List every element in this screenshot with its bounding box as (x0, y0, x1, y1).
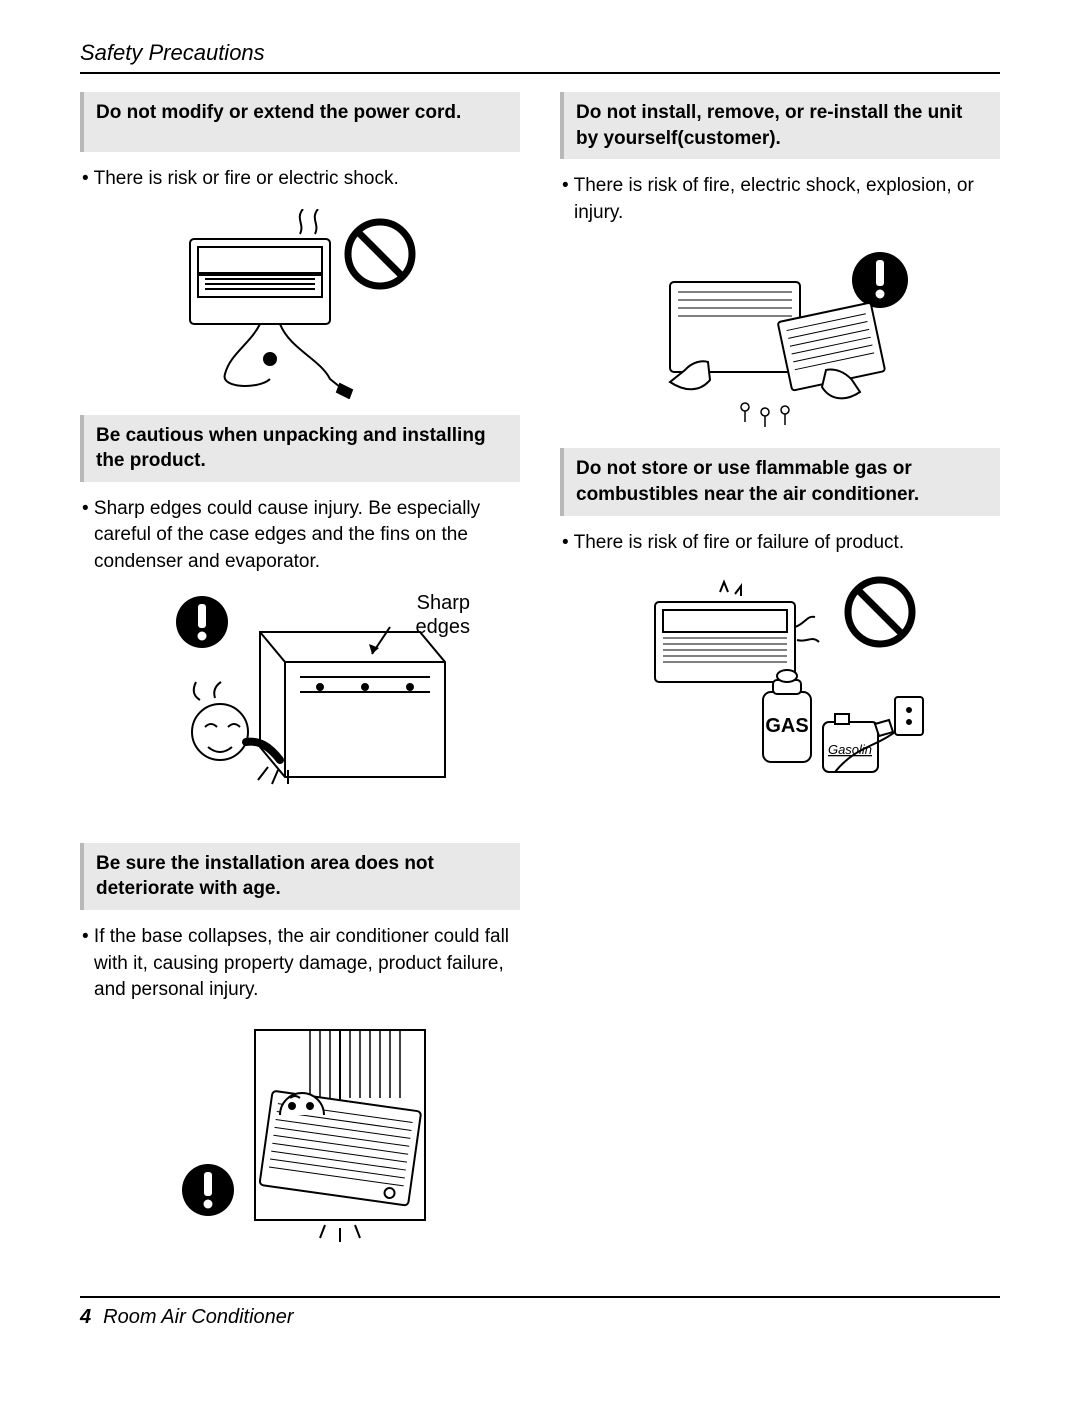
warning-heading: Do not store or use flammable gas or com… (576, 456, 988, 507)
warning-heading: Do not install, remove, or re-install th… (576, 100, 988, 151)
warning-box-power-cord: Do not modify or extend the power cord. (80, 92, 520, 152)
footer-title: Room Air Conditioner (103, 1306, 293, 1329)
prohibit-icon (848, 580, 912, 644)
section-header: Safety Precautions (80, 40, 1000, 74)
bullet-text: • There is risk or fire or electric shoc… (80, 166, 520, 193)
bullet-text: • There is risk of fire, electric shock,… (560, 173, 1000, 226)
label-edges: edges (416, 616, 471, 639)
warning-box-flammable: Do not store or use flammable gas or com… (560, 448, 1000, 515)
bullet-text: • There is risk of fire or failure of pr… (560, 530, 1000, 557)
illustration-sharp-edges: Sharp edges (80, 592, 520, 827)
page-number: 4 (80, 1306, 91, 1329)
left-column: Do not modify or extend the power cord. … (80, 92, 520, 1266)
label-gas: GAS (765, 715, 808, 737)
illustration-base-collapse (80, 1020, 520, 1250)
warning-icon (176, 596, 228, 648)
illustration-self-install (560, 242, 1000, 432)
page-footer: 4 Room Air Conditioner (80, 1296, 1000, 1329)
prohibit-icon (348, 222, 412, 286)
illustration-power-cord (80, 209, 520, 399)
warning-heading: Be cautious when unpacking and installin… (96, 423, 508, 474)
bullet-text: • If the base collapses, the air conditi… (80, 924, 520, 1004)
warning-icon (852, 252, 908, 308)
illustration-flammable: GAS Gasolin (560, 572, 1000, 782)
warning-box-self-install: Do not install, remove, or re-install th… (560, 92, 1000, 159)
content-columns: Do not modify or extend the power cord. … (80, 92, 1000, 1266)
warning-icon (182, 1164, 234, 1216)
warning-heading: Do not modify or extend the power cord. (96, 100, 461, 126)
warning-heading: Be sure the installation area does not d… (96, 851, 508, 902)
bullet-text: • Sharp edges could cause injury. Be esp… (80, 496, 520, 576)
warning-box-unpacking: Be cautious when unpacking and installin… (80, 415, 520, 482)
right-column: Do not install, remove, or re-install th… (560, 92, 1000, 1266)
label-sharp: Sharp (417, 592, 470, 615)
warning-box-installation-area: Be sure the installation area does not d… (80, 843, 520, 910)
label-gasolin: Gasolin (828, 742, 872, 757)
